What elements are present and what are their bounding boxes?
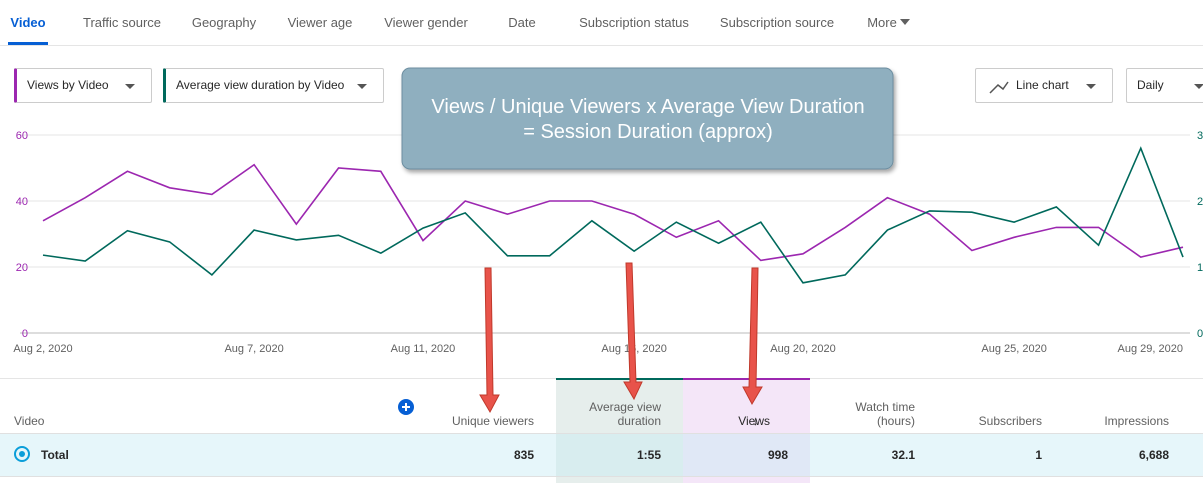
column-header: Video bbox=[14, 414, 45, 428]
tab[interactable]: More bbox=[867, 15, 897, 30]
tab-underline bbox=[8, 42, 48, 45]
chart-type-dropdown[interactable]: Line chart bbox=[975, 68, 1113, 103]
x-tick-label: Aug 11, 2020 bbox=[391, 343, 456, 355]
column-header: Impressions bbox=[1104, 414, 1169, 428]
x-tick-label: Aug 25, 2020 bbox=[981, 343, 1046, 355]
add-column-plus bbox=[402, 403, 410, 411]
tab[interactable]: Date bbox=[508, 15, 536, 30]
tab-bar-border bbox=[0, 45, 1203, 46]
add-column-icon bbox=[398, 399, 414, 415]
y2-tick-label: 0 bbox=[1197, 328, 1203, 340]
column-header: Subscribers bbox=[978, 414, 1042, 428]
column-header: Unique viewers bbox=[451, 414, 534, 428]
y2-tick-label: 2 bbox=[1197, 196, 1203, 208]
x-tick-label: Aug 7, 2020 bbox=[224, 343, 283, 355]
cell-value: 835 bbox=[513, 448, 534, 462]
y-tick-label: 20 bbox=[16, 262, 28, 274]
metric1-dropdown[interactable]: Views by Video bbox=[14, 68, 152, 103]
total-row-bg bbox=[0, 433, 1203, 477]
tab[interactable]: Video bbox=[10, 15, 46, 30]
series-line bbox=[42, 163, 1184, 262]
cell-value: 32.1 bbox=[891, 448, 915, 462]
cell-value: Total bbox=[41, 448, 69, 462]
column-header: Watch time (hours) bbox=[855, 400, 915, 428]
more-caret bbox=[900, 19, 910, 25]
cell-value: 1:55 bbox=[636, 448, 661, 462]
cell-value: 6,688 bbox=[1138, 448, 1169, 462]
tab[interactable]: Geography bbox=[191, 15, 257, 30]
total-radio-dot bbox=[19, 451, 25, 457]
y2-tick-label: 3 bbox=[1197, 130, 1203, 142]
x-tick-label: Aug 29, 2020 bbox=[1118, 343, 1183, 355]
x-tick-label: Aug 2, 2020 bbox=[13, 343, 72, 355]
callout-line: Views / Unique Viewers x Average View Du… bbox=[431, 96, 864, 118]
cell-value: 998 bbox=[767, 448, 788, 462]
callout-line: = Session Duration (approx) bbox=[523, 121, 773, 143]
y-tick-label: 0 bbox=[22, 328, 28, 340]
tab[interactable]: Subscription source bbox=[719, 15, 835, 30]
x-tick-label: Aug 20, 2020 bbox=[770, 343, 835, 355]
cell-value: 1 bbox=[1035, 448, 1042, 462]
y-tick-label: 40 bbox=[16, 196, 28, 208]
series-line bbox=[42, 146, 1184, 284]
tab[interactable]: Subscription status bbox=[579, 15, 689, 30]
column-header: Average view duration bbox=[589, 400, 661, 428]
interval-dropdown[interactable]: Daily bbox=[1126, 68, 1203, 103]
x-tick-label: Aug 16, 2020 bbox=[601, 343, 666, 355]
tab[interactable]: Traffic source bbox=[82, 15, 162, 30]
callout-box bbox=[401, 67, 894, 170]
tab[interactable]: Viewer age bbox=[287, 15, 353, 30]
y-tick-label: 60 bbox=[16, 130, 28, 142]
avg-column-bg bbox=[556, 378, 683, 483]
arrow bbox=[479, 267, 500, 414]
metric2-dropdown[interactable]: Average view duration by Video bbox=[163, 68, 384, 103]
tab[interactable]: Viewer gender bbox=[384, 15, 468, 30]
y2-tick-label: 1 bbox=[1197, 262, 1203, 274]
column-header: Views bbox=[738, 414, 770, 428]
chart: 0 20 40 60 0 1 2 3 Aug 2, 2020 Aug 7, 2020 Aug 11,… bbox=[13, 130, 1203, 355]
total-radio bbox=[14, 446, 30, 462]
